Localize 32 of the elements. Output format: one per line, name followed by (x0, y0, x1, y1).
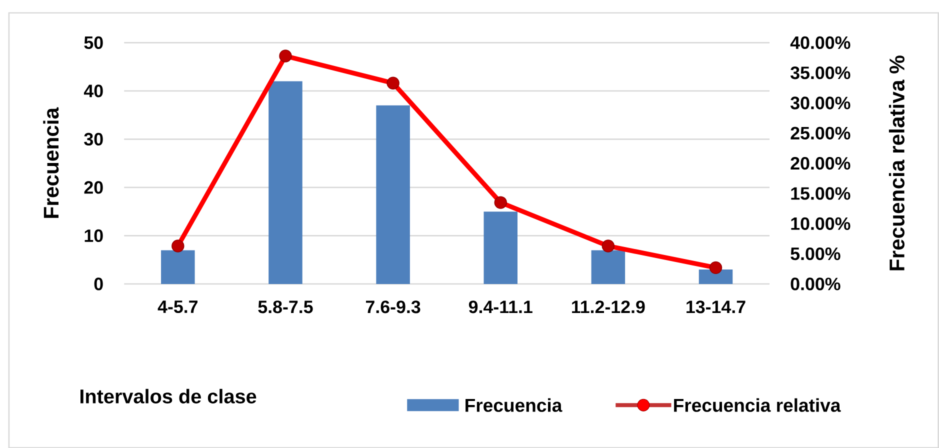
bar (591, 250, 626, 284)
x-tick-label: 9.4-11.1 (468, 300, 532, 313)
y2-tick-label: 0.00% (790, 277, 840, 290)
bar (376, 105, 410, 284)
bar (698, 269, 733, 284)
y2-tick-label: 30.00% (790, 96, 850, 110)
y2-tick-label: 5.00% (790, 247, 840, 260)
y-tick-label: 0 (94, 277, 103, 290)
legend-label: Frecuencia (466, 398, 562, 412)
y-tick-label: 50 (84, 36, 103, 49)
y-tick-label: 10 (84, 229, 103, 242)
x-tick-label: 11.2-12.9 (572, 300, 645, 313)
x-axis-title: Intervalos de clase (80, 388, 256, 404)
y-axis-title: Frecuencia (43, 107, 59, 218)
x-tick-label: 4-5.7 (158, 300, 198, 313)
x-tick-label: 5.8-7.5 (258, 300, 313, 313)
y-tick-label: 30 (84, 132, 103, 146)
y2-tick-label: 40.00% (790, 36, 850, 49)
y2-tick-label: 25.00% (790, 126, 850, 140)
y2-tick-label: 35.00% (790, 66, 850, 79)
x-tick-label: 7.6-9.3 (366, 300, 420, 314)
y2-tick-label: 15.00% (791, 186, 850, 200)
bar (161, 250, 195, 284)
y2-axis-title: Frecuencia relativa % (888, 55, 904, 270)
y-tick-label: 20 (84, 180, 103, 194)
bar (484, 211, 518, 284)
x-tick-label: 13-14.7 (686, 300, 746, 314)
y2-tick-label: 20.00% (790, 156, 850, 170)
legend-label: Frecuencia relativa (674, 398, 841, 412)
y-tick-label: 40 (84, 84, 103, 98)
bar (268, 81, 302, 284)
y2-tick-label: 10.00% (791, 217, 850, 230)
